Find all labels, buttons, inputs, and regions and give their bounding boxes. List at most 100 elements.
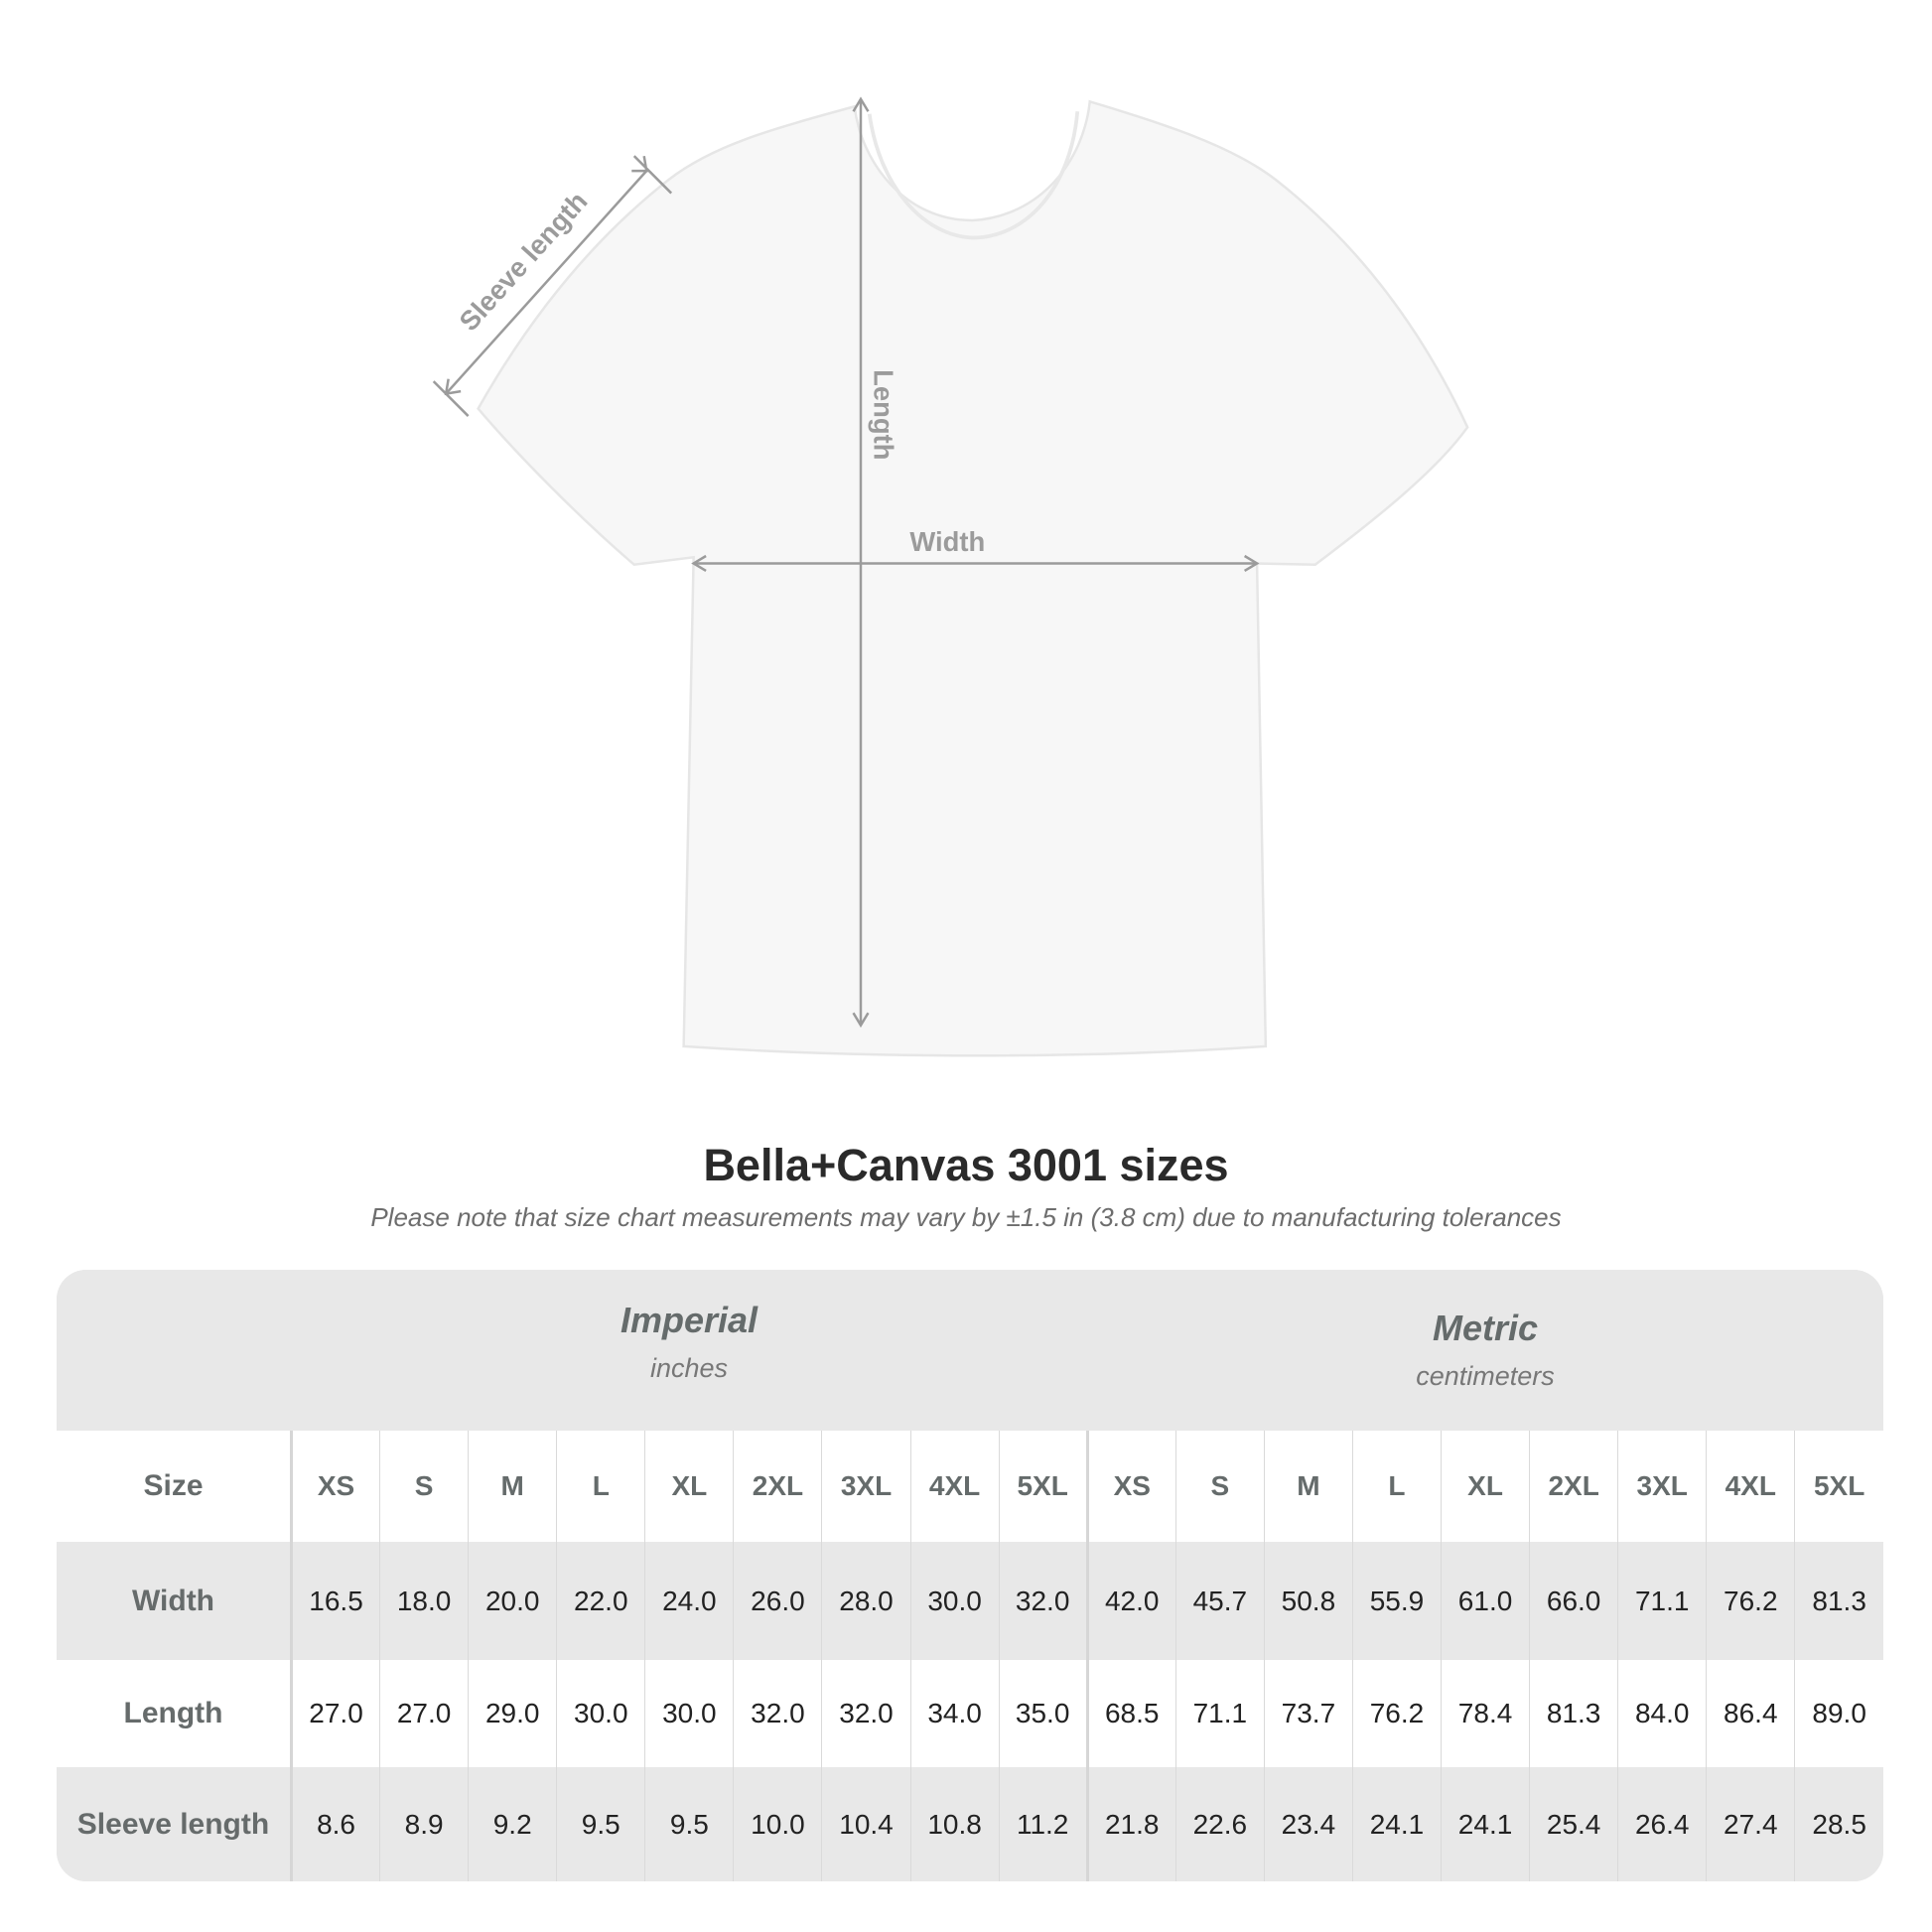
imperial-value: 10.8 (909, 1767, 1000, 1881)
imperial-size-xs: XS (290, 1431, 380, 1542)
imperial-value: 30.0 (556, 1660, 645, 1767)
row-label: Sleeve length (57, 1767, 293, 1881)
metric-value: 45.7 (1174, 1542, 1265, 1660)
imperial-value: 27.0 (290, 1660, 380, 1767)
imperial-value: 9.5 (556, 1767, 645, 1881)
metric-size-s: S (1174, 1431, 1265, 1542)
imperial-size-s: S (379, 1431, 469, 1542)
metric-header: Metric centimeters (1087, 1308, 1883, 1392)
imperial-value: 22.0 (556, 1542, 645, 1660)
tolerance-note: Please note that size chart measurements… (370, 1202, 1562, 1232)
imperial-value: 30.0 (644, 1660, 734, 1767)
imperial-value: 27.0 (379, 1660, 469, 1767)
length-arrowheads (852, 96, 870, 1029)
imperial-value: 8.6 (290, 1767, 380, 1881)
length-label: Length (869, 369, 899, 460)
row-label: Length (57, 1660, 293, 1767)
metric-value: 61.0 (1441, 1542, 1530, 1660)
imperial-value: 34.0 (909, 1660, 1000, 1767)
metric-title: Metric (1432, 1308, 1539, 1348)
imperial-size-3xl: 3XL (821, 1431, 911, 1542)
metric-value: 84.0 (1617, 1660, 1707, 1767)
imperial-value: 16.5 (290, 1542, 380, 1660)
imperial-value: 32.0 (998, 1542, 1088, 1660)
table-row-sleeve-length: Sleeve length 8.6 8.9 9.2 9.5 9.5 10.0 10.4 10.8… (57, 1767, 1883, 1881)
sleeve-arrow-caps (432, 155, 673, 417)
metric-value: 71.1 (1174, 1660, 1265, 1767)
metric-value: 42.0 (1085, 1542, 1176, 1660)
metric-value: 66.0 (1529, 1542, 1618, 1660)
imperial-value: 18.0 (379, 1542, 469, 1660)
imperial-value: 11.2 (998, 1767, 1088, 1881)
size-header-row: Size XS S M L XL 2XL 3XL 4XL 5XL XS S M L XL 2XL 3XL 4XL 5… (57, 1431, 1883, 1542)
imperial-size-5xl: 5XL (998, 1431, 1088, 1542)
imperial-value: 35.0 (998, 1660, 1088, 1767)
table-row-length: Length 27.0 27.0 29.0 30.0 30.0 32.0 32.0 34.0 35… (57, 1660, 1883, 1767)
collar (867, 111, 1080, 240)
table-row-width: Width 16.5 18.0 20.0 22.0 24.0 26.0 28.0 30.0 32.… (57, 1542, 1883, 1660)
metric-value: 81.3 (1529, 1660, 1618, 1767)
metric-value: 68.5 (1085, 1660, 1176, 1767)
metric-size-2xl: 2XL (1529, 1431, 1618, 1542)
imperial-title: Imperial (620, 1300, 759, 1340)
imperial-size-l: L (556, 1431, 645, 1542)
size-table: Imperial inches Metric centimeters Size X… (57, 1270, 1883, 1881)
imperial-size-xl: XL (644, 1431, 734, 1542)
imperial-size-m: M (468, 1431, 557, 1542)
metric-value: 76.2 (1351, 1660, 1442, 1767)
imperial-value: 32.0 (733, 1660, 822, 1767)
metric-value: 86.4 (1706, 1660, 1795, 1767)
metric-value: 73.7 (1263, 1660, 1353, 1767)
row-label: Width (57, 1542, 293, 1660)
metric-value: 24.1 (1351, 1767, 1442, 1881)
tshirt-diagram: Sleeve length Length Width (432, 96, 1469, 1057)
imperial-value: 30.0 (909, 1542, 1000, 1660)
metric-value: 76.2 (1706, 1542, 1795, 1660)
metric-value: 21.8 (1085, 1767, 1176, 1881)
imperial-value: 24.0 (644, 1542, 734, 1660)
imperial-value: 28.0 (821, 1542, 911, 1660)
imperial-value: 8.9 (379, 1767, 469, 1881)
imperial-value: 20.0 (468, 1542, 557, 1660)
tshirt-image (477, 99, 1469, 1057)
metric-value: 71.1 (1617, 1542, 1707, 1660)
metric-size-4xl: 4XL (1706, 1431, 1795, 1542)
imperial-value: 10.4 (821, 1767, 911, 1881)
metric-value: 27.4 (1706, 1767, 1795, 1881)
metric-size-xs: XS (1085, 1431, 1176, 1542)
imperial-value: 9.2 (468, 1767, 557, 1881)
imperial-value: 26.0 (733, 1542, 822, 1660)
sleeve-arrow (445, 170, 648, 395)
width-arrowheads (691, 554, 1260, 573)
imperial-unit: inches (649, 1353, 729, 1383)
metric-value: 28.5 (1794, 1767, 1883, 1881)
metric-unit: centimeters (1416, 1361, 1555, 1391)
metric-value: 22.6 (1174, 1767, 1265, 1881)
metric-value: 78.4 (1441, 1660, 1530, 1767)
metric-size-m: M (1263, 1431, 1353, 1542)
imperial-value: 29.0 (468, 1660, 557, 1767)
size-label: Size (57, 1431, 293, 1542)
size-grid: Size XS S M L XL 2XL 3XL 4XL 5XL XS S M L XL 2XL 3XL 4XL 5… (57, 1431, 1883, 1881)
metric-value: 25.4 (1529, 1767, 1618, 1881)
imperial-value: 10.0 (733, 1767, 822, 1881)
imperial-size-4xl: 4XL (909, 1431, 1000, 1542)
chart-title: Bella+Canvas 3001 sizes (703, 1140, 1229, 1190)
metric-size-xl: XL (1441, 1431, 1530, 1542)
imperial-header: Imperial inches (291, 1300, 1087, 1384)
metric-size-5xl: 5XL (1794, 1431, 1883, 1542)
metric-value: 89.0 (1794, 1660, 1883, 1767)
metric-value: 55.9 (1351, 1542, 1442, 1660)
metric-value: 26.4 (1617, 1767, 1707, 1881)
metric-value: 81.3 (1794, 1542, 1883, 1660)
metric-size-l: L (1351, 1431, 1442, 1542)
imperial-size-2xl: 2XL (733, 1431, 822, 1542)
metric-value: 23.4 (1263, 1767, 1353, 1881)
metric-size-3xl: 3XL (1617, 1431, 1707, 1542)
imperial-value: 32.0 (821, 1660, 911, 1767)
table-header-band: Imperial inches Metric centimeters (57, 1270, 1883, 1431)
width-label: Width (909, 526, 985, 557)
metric-value: 50.8 (1263, 1542, 1353, 1660)
metric-value: 24.1 (1441, 1767, 1530, 1881)
imperial-value: 9.5 (644, 1767, 734, 1881)
